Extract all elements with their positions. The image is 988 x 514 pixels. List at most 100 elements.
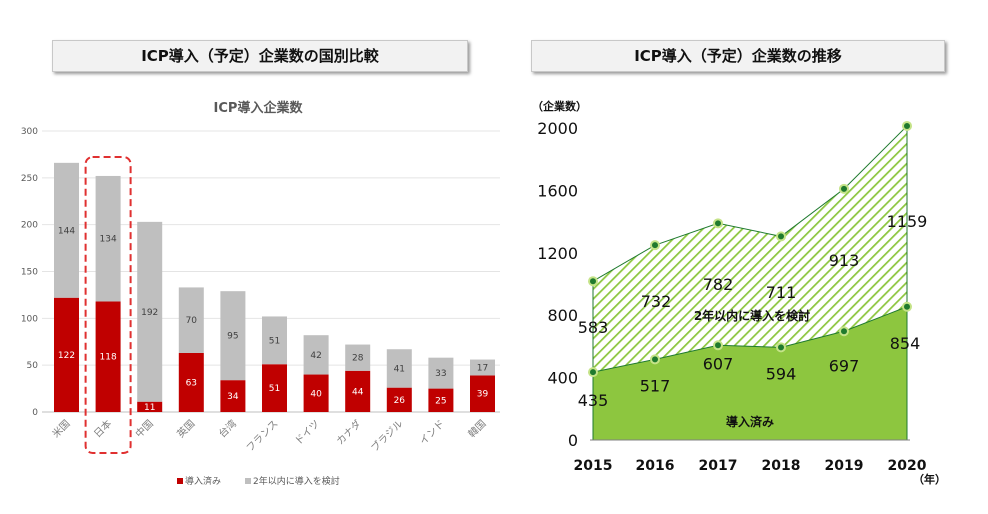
bar-considering xyxy=(345,344,371,371)
bar-value-implemented: 118 xyxy=(100,353,117,363)
marker-total xyxy=(841,185,847,192)
bar-implemented xyxy=(178,352,204,412)
bar-implemented xyxy=(54,297,79,412)
bar-value-considering: 70 xyxy=(186,316,198,326)
bar-implemented xyxy=(95,301,121,412)
bar-value-considering: 95 xyxy=(227,332,238,342)
bar-implemented xyxy=(262,364,287,412)
y-tick-label: 50 xyxy=(27,361,39,371)
series-label-considering: 2年以内に導入を検討 xyxy=(694,308,810,323)
country-bar-chart: ICP導入企業数050100150200250300122144米国118134… xyxy=(21,100,500,487)
x-tick-label: 2020 xyxy=(888,458,927,474)
legend-swatch-implemented xyxy=(177,478,183,484)
bar-value-considering: 41 xyxy=(394,364,405,374)
highlight-box xyxy=(84,156,132,454)
y-tick-label: 1200 xyxy=(537,244,578,263)
y-tick-label: 150 xyxy=(21,268,38,278)
data-label-considering: 583 xyxy=(578,318,609,337)
bar-considering xyxy=(470,359,495,376)
bar-considering xyxy=(262,316,287,365)
bar-value-implemented: 26 xyxy=(394,396,406,406)
line-implemented xyxy=(592,306,908,373)
bar-considering xyxy=(137,221,163,402)
bar-value-considering: 33 xyxy=(435,369,446,379)
y-tick-label: 200 xyxy=(21,221,38,231)
data-label-implemented: 517 xyxy=(640,376,671,395)
y-tick-label: 800 xyxy=(547,306,578,325)
bar-value-implemented: 51 xyxy=(269,384,280,394)
bar-implemented xyxy=(428,388,454,412)
bar-implemented xyxy=(386,387,412,412)
bar-value-implemented: 34 xyxy=(227,392,239,402)
marker-total xyxy=(904,122,910,129)
legend-label-implemented: 導入済み xyxy=(185,475,221,487)
y-axis-label: （企業数） xyxy=(532,99,587,113)
bar-value-considering: 42 xyxy=(310,351,321,361)
bar-implemented xyxy=(470,375,495,412)
y-tick-label: 400 xyxy=(547,369,578,388)
data-label-considering: 782 xyxy=(703,275,734,294)
series-label-implemented: 導入済み xyxy=(726,414,774,429)
bar-value-considering: 51 xyxy=(269,336,280,346)
data-label-implemented: 594 xyxy=(766,364,797,383)
bar-considering xyxy=(428,357,454,389)
y-tick-label: 300 xyxy=(21,127,38,137)
marker-implemented xyxy=(904,303,910,310)
data-label-considering: 913 xyxy=(829,251,860,270)
legend-swatch-considering xyxy=(245,478,251,484)
area-implemented xyxy=(593,306,907,440)
y-tick-label: 250 xyxy=(21,174,38,184)
chart-title: ICP導入企業数 xyxy=(214,100,304,116)
y-tick-label: 0 xyxy=(32,408,38,418)
x-tick-label: 2015 xyxy=(574,458,613,474)
bar-implemented xyxy=(345,370,371,412)
bar-value-considering: 192 xyxy=(141,308,158,318)
marker-total xyxy=(778,233,784,240)
marker-implemented xyxy=(778,344,784,351)
bar-considering xyxy=(54,162,79,298)
y-tick-label: 100 xyxy=(21,314,38,324)
marker-implemented xyxy=(841,328,847,335)
marker-implemented xyxy=(652,356,658,363)
left-panel-title: ICP導入（予定）企業数の国別比較 xyxy=(52,40,468,72)
bar-implemented xyxy=(220,380,246,412)
bar-value-implemented: 11 xyxy=(144,403,155,413)
bar-implemented xyxy=(137,401,163,412)
bar-considering xyxy=(303,335,329,375)
bar-implemented xyxy=(303,374,329,412)
bar-considering xyxy=(386,349,412,388)
bar-value-implemented: 25 xyxy=(435,396,446,406)
x-axis-label: （年） xyxy=(913,472,946,486)
marker-implemented xyxy=(590,369,596,376)
data-label-implemented: 607 xyxy=(703,354,734,373)
y-tick-label: 1600 xyxy=(537,181,578,200)
marker-total xyxy=(715,220,721,227)
data-label-considering: 1159 xyxy=(887,212,928,231)
x-tick-label: 2016 xyxy=(636,458,675,474)
bar-value-considering: 28 xyxy=(352,354,364,364)
marker-total xyxy=(652,242,658,249)
data-label-implemented: 697 xyxy=(829,356,860,375)
line-total xyxy=(592,125,908,282)
bar-value-implemented: 63 xyxy=(186,378,197,388)
data-label-considering: 732 xyxy=(641,292,672,311)
bar-value-implemented: 122 xyxy=(58,351,75,361)
marker-implemented xyxy=(715,342,721,349)
bar-value-considering: 144 xyxy=(58,226,75,236)
data-label-implemented: 854 xyxy=(890,334,921,353)
y-tick-label: 0 xyxy=(568,431,578,450)
bar-value-implemented: 39 xyxy=(477,390,489,400)
bar-considering xyxy=(178,287,204,353)
data-label-considering: 711 xyxy=(766,283,797,302)
bar-value-implemented: 40 xyxy=(310,389,322,399)
x-tick-label: 2019 xyxy=(825,458,864,474)
x-tick-label: 2017 xyxy=(699,458,738,474)
x-tick-label: 2018 xyxy=(762,458,801,474)
bar-value-considering: 17 xyxy=(477,364,488,374)
y-tick-label: 2000 xyxy=(537,119,578,138)
bar-considering xyxy=(95,175,121,302)
bar-value-considering: 134 xyxy=(100,235,117,245)
bar-value-implemented: 44 xyxy=(352,387,364,397)
marker-total xyxy=(590,278,596,285)
